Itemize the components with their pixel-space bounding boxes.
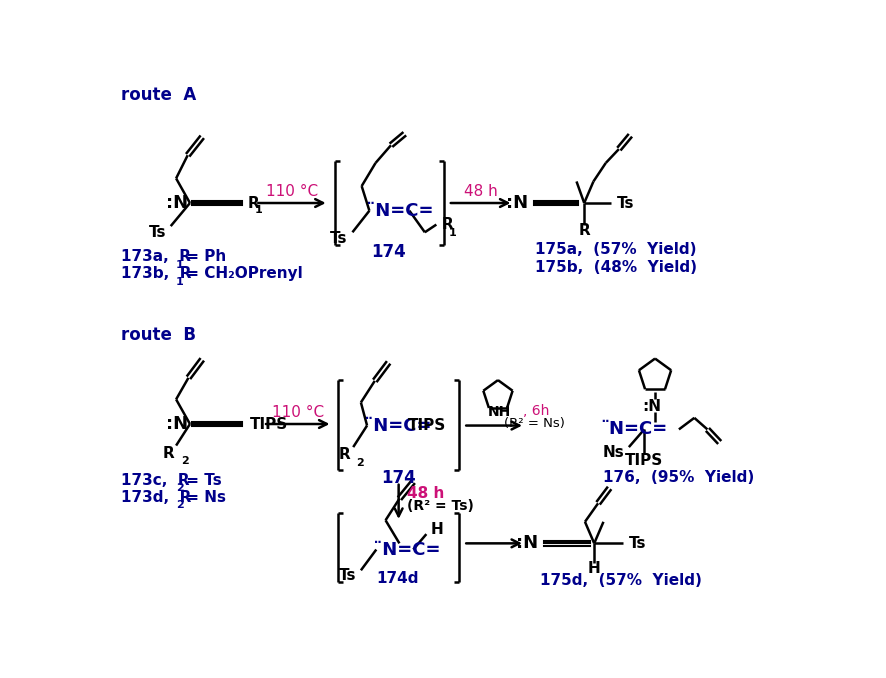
- Text: R: R: [163, 445, 175, 461]
- Text: R: R: [442, 217, 454, 232]
- Text: ̈N=C=: ̈N=C=: [377, 540, 441, 559]
- Text: :N: :N: [642, 399, 662, 414]
- Text: Ts: Ts: [150, 225, 167, 240]
- Text: 2: 2: [356, 458, 364, 468]
- Text: 2: 2: [176, 500, 184, 511]
- Text: 1: 1: [448, 228, 456, 238]
- Text: TIPS: TIPS: [250, 416, 288, 431]
- Text: 173c,  R: 173c, R: [120, 473, 190, 487]
- Text: ̈N=C=: ̈N=C=: [610, 420, 668, 439]
- Text: route  A: route A: [120, 86, 196, 104]
- Text: (R² = Ts): (R² = Ts): [407, 500, 474, 513]
- Text: 175b,  (48%  Yield): 175b, (48% Yield): [535, 260, 697, 275]
- Text: 1: 1: [254, 205, 262, 216]
- Text: = Ts: = Ts: [181, 473, 222, 487]
- Text: 1: 1: [176, 277, 184, 287]
- Text: 176,  (95%  Yield): 176, (95% Yield): [603, 471, 755, 485]
- Text: ̈N=C=: ̈N=C=: [367, 416, 431, 435]
- Text: 110 °C: 110 °C: [272, 405, 323, 420]
- Text: 174d: 174d: [377, 570, 419, 586]
- Text: Ns: Ns: [602, 445, 625, 460]
- Text: H: H: [587, 561, 601, 576]
- Text: 174: 174: [371, 243, 406, 261]
- Text: 48 h: 48 h: [407, 486, 445, 501]
- Text: Ts: Ts: [338, 568, 356, 583]
- Text: 2: 2: [181, 456, 189, 466]
- Text: 110 °C: 110 °C: [267, 184, 318, 199]
- Text: TIPS: TIPS: [408, 418, 447, 433]
- Text: :N: :N: [166, 415, 188, 433]
- Text: 173d,  R: 173d, R: [120, 490, 191, 504]
- Text: Ts: Ts: [629, 536, 647, 551]
- Text: :N: :N: [516, 534, 538, 553]
- Text: H: H: [431, 522, 443, 537]
- Text: Ts: Ts: [617, 195, 634, 211]
- Text: 173b,  R: 173b, R: [120, 266, 191, 281]
- Text: 2: 2: [176, 483, 184, 494]
- Text: route  B: route B: [120, 327, 196, 344]
- Text: :N: :N: [166, 194, 188, 212]
- Text: TIPS: TIPS: [626, 453, 664, 468]
- Text: :N: :N: [506, 194, 528, 212]
- Text: 48 h: 48 h: [464, 184, 498, 199]
- Text: 1: 1: [176, 260, 184, 270]
- Text: Ts: Ts: [330, 231, 348, 246]
- Text: R: R: [338, 447, 350, 462]
- Text: , 6h: , 6h: [523, 404, 549, 418]
- Text: R: R: [248, 195, 260, 211]
- Text: NH: NH: [488, 405, 511, 420]
- Text: = CH₂OPrenyl: = CH₂OPrenyl: [181, 266, 302, 281]
- Text: 174: 174: [381, 469, 416, 487]
- Text: (R² = Ns): (R² = Ns): [504, 417, 565, 430]
- Text: ̈N=C=: ̈N=C=: [369, 202, 434, 220]
- Text: 175a,  (57%  Yield): 175a, (57% Yield): [535, 242, 696, 257]
- Text: R: R: [579, 223, 590, 238]
- Text: 173a,  R: 173a, R: [120, 250, 190, 264]
- Text: = Ns: = Ns: [181, 490, 226, 504]
- Text: 175d,  (57%  Yield): 175d, (57% Yield): [540, 573, 703, 588]
- Text: = Ph: = Ph: [181, 250, 226, 264]
